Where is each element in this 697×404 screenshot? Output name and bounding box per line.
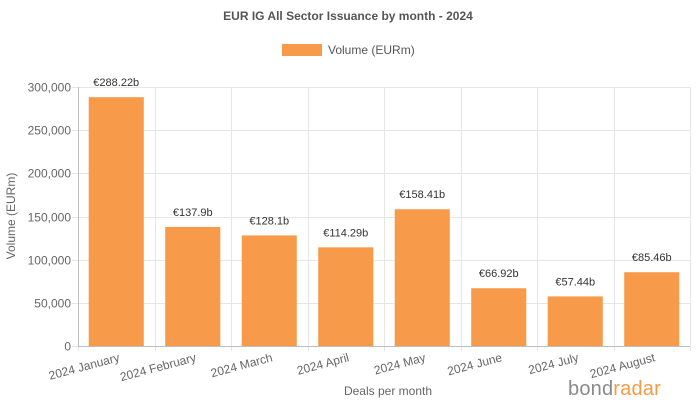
y-tick-label: 100,000 <box>28 254 72 268</box>
bondradar-logo: bondradar <box>568 378 661 401</box>
data-label: €137.9b <box>173 207 213 219</box>
legend-label: Volume (EURm) <box>328 43 415 57</box>
y-tick-label: 300,000 <box>28 81 72 95</box>
brand-prefix: bond <box>568 378 614 400</box>
data-labels: €288.22b €137.9b €128.1b €114.29b €158.41b €6… <box>93 77 671 288</box>
data-label: €288.22b <box>93 77 139 89</box>
bar[interactable] <box>318 247 374 346</box>
data-label: €128.1b <box>249 215 289 227</box>
brand-accent: radar <box>613 378 661 400</box>
y-tick-label: 50,000 <box>34 297 71 311</box>
data-label: €57.44b <box>555 276 595 288</box>
bar[interactable] <box>471 288 527 346</box>
x-tick-label: 2024 May <box>372 350 427 377</box>
data-label: €85.46b <box>632 252 672 264</box>
grid-lines <box>72 87 691 351</box>
data-label: €66.92b <box>479 268 519 280</box>
x-tick-label: 2024 April <box>295 350 350 377</box>
bar[interactable] <box>88 97 144 346</box>
data-label: €158.41b <box>399 189 445 201</box>
y-tick-label: 200,000 <box>28 167 72 181</box>
bars <box>88 97 680 346</box>
y-axis-ticks: 0 50,000 100,000 150,000 200,000 250,000 300,0… <box>28 81 72 354</box>
data-label: €114.29b <box>323 227 368 239</box>
legend[interactable]: Volume (EURm) <box>282 43 415 57</box>
x-axis-title: Deals per month <box>344 384 432 398</box>
bar[interactable] <box>624 272 680 346</box>
bar[interactable] <box>165 226 221 346</box>
x-tick-label: 2024 July <box>527 350 580 377</box>
bar[interactable] <box>241 235 297 346</box>
legend-swatch <box>282 44 322 56</box>
chart-title: EUR IG All Sector Issuance by month - 20… <box>223 9 473 23</box>
x-tick-label: 2024 June <box>446 350 504 378</box>
y-tick-label: 0 <box>64 340 71 354</box>
x-tick-label: 2024 January <box>47 350 121 382</box>
y-tick-label: 250,000 <box>28 124 72 138</box>
x-tick-label: 2024 February <box>119 350 198 384</box>
x-tick-label: 2024 August <box>588 350 657 381</box>
bar[interactable] <box>547 296 603 346</box>
y-tick-label: 150,000 <box>28 211 72 225</box>
y-axis-title: Volume (EURm) <box>4 173 18 260</box>
bar[interactable] <box>394 209 450 346</box>
x-tick-label: 2024 March <box>209 350 274 380</box>
